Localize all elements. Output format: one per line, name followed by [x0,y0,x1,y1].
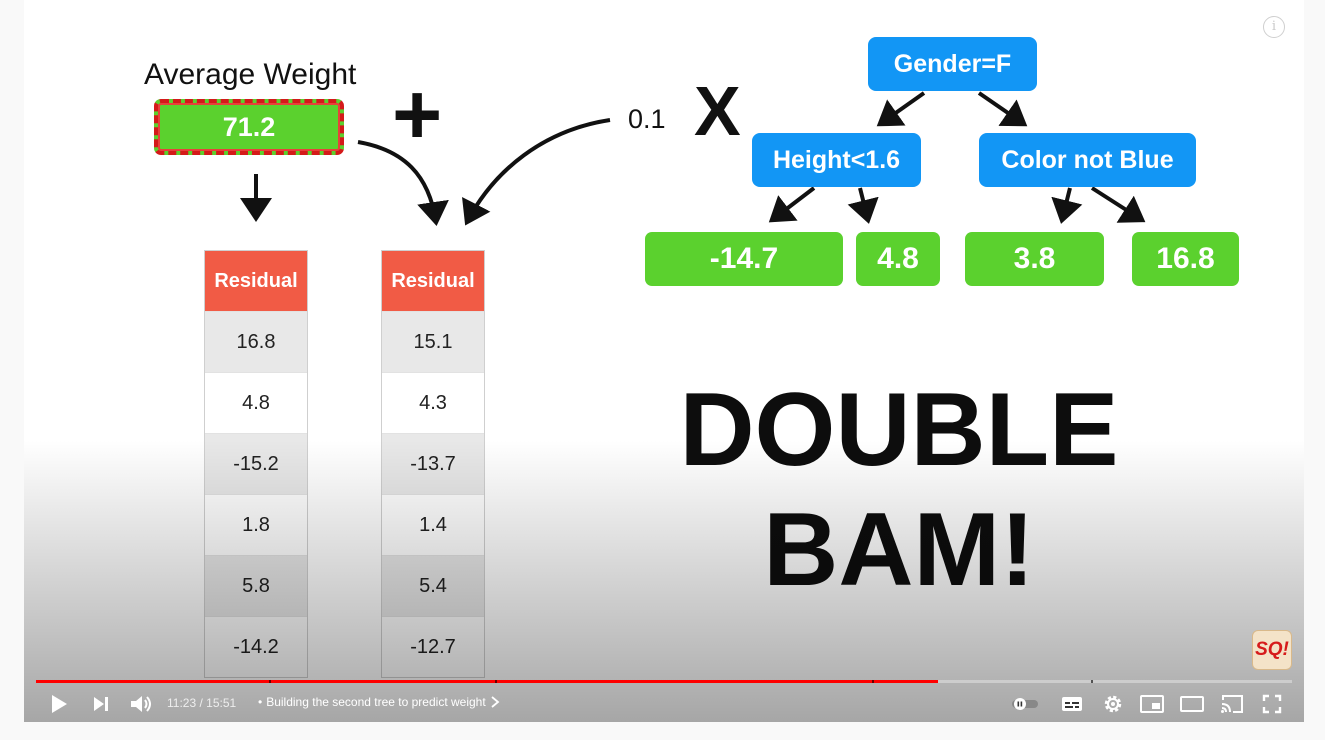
chapter-marker [1091,680,1093,683]
double-bam-headline: DOUBLE BAM! [624,370,1174,610]
chevron-right-icon [491,696,500,708]
residual-cell: 4.3 [382,372,484,433]
residual-cell: 1.8 [205,494,307,555]
arrow-curve-tree [462,118,611,226]
residual-table-left: Residual 16.8 4.8 -15.2 1.8 5.8 -14.2 [204,250,308,678]
duration: 15:51 [206,696,237,710]
cast-icon [1221,695,1243,713]
tree-leaf: 3.8 [965,232,1104,286]
bullet-separator: • [258,695,263,709]
tree-right-node: Color not Blue [979,133,1196,187]
residual-cell: 16.8 [205,311,307,372]
tree-leaf: -14.7 [645,232,843,286]
residual-cell: -13.7 [382,433,484,494]
theater-mode-button[interactable] [1178,688,1206,720]
next-button[interactable] [88,688,114,720]
residual-cell: 4.8 [205,372,307,433]
time-separator: / [199,696,203,710]
chapter-marker [495,680,497,683]
residual-cell: 5.4 [382,555,484,616]
autoplay-toggle-icon [1012,698,1038,710]
subtitles-button[interactable] [1058,688,1086,720]
play-icon [52,695,67,713]
fullscreen-icon [1262,694,1282,714]
channel-logo[interactable]: SQ! [1252,630,1292,670]
diagram-arrows [240,91,1146,226]
average-weight-value: 71.2 [154,99,344,155]
arrow-left-r [847,187,879,224]
next-icon [94,697,108,711]
mute-button[interactable] [128,688,156,720]
residual-cell: 5.8 [205,555,307,616]
average-weight-label: Average Weight [144,58,357,91]
tree-left-node: Height<1.6 [752,133,921,187]
volume-icon [131,696,151,712]
chapter-title-button[interactable]: • Building the second tree to predict we… [258,695,500,709]
arrow-root-left [876,91,926,127]
residual-cell: -15.2 [205,433,307,494]
arrow-curve-avg [357,140,449,226]
tree-leaf: 16.8 [1132,232,1239,286]
time-display: 11:23 / 15:51 [167,696,236,710]
plus-sign: + [392,67,443,163]
subtitles-icon [1062,697,1082,711]
settings-button[interactable] [1099,688,1127,720]
residual-header: Residual [382,251,484,311]
arrow-right-l [1051,187,1083,224]
miniplayer-button[interactable] [1138,688,1166,720]
autoplay-toggle[interactable] [1010,688,1040,720]
tree-root-node: Gender=F [868,37,1037,91]
theater-icon [1180,696,1204,712]
info-icon[interactable]: i [1263,16,1285,38]
headline-line1: DOUBLE [679,372,1119,488]
residual-cell: 15.1 [382,311,484,372]
chapter-marker [269,680,271,683]
residual-cell: 1.4 [382,494,484,555]
learning-rate-value: 0.1 [628,104,666,134]
chapter-marker [872,680,874,683]
arrow-left-l [768,186,816,223]
chapter-title: Building the second tree to predict weig… [266,695,486,709]
video-player[interactable]: i Average Weight 71.2 + 0.1 X Residual 1… [24,0,1304,722]
residual-header: Residual [205,251,307,311]
fullscreen-button[interactable] [1258,688,1286,720]
headline-line2: BAM! [763,492,1035,608]
arrow-right-r [1090,186,1146,223]
play-button[interactable] [46,688,72,720]
cast-button[interactable] [1218,688,1246,720]
miniplayer-icon [1140,695,1164,713]
residual-cell: -14.2 [205,616,307,677]
progress-bar[interactable] [36,680,1292,683]
progress-played [36,680,938,683]
multiply-sign: X [694,72,741,150]
settings-icon [1104,695,1122,713]
current-time: 11:23 [167,696,197,710]
residual-table-right: Residual 15.1 4.3 -13.7 1.4 5.4 -12.7 [381,250,485,678]
player-controls: 11:23 / 15:51 • Building the second tree… [24,688,1304,720]
residual-cell: -12.7 [382,616,484,677]
arrow-root-right [977,91,1028,127]
tree-leaf: 4.8 [856,232,940,286]
